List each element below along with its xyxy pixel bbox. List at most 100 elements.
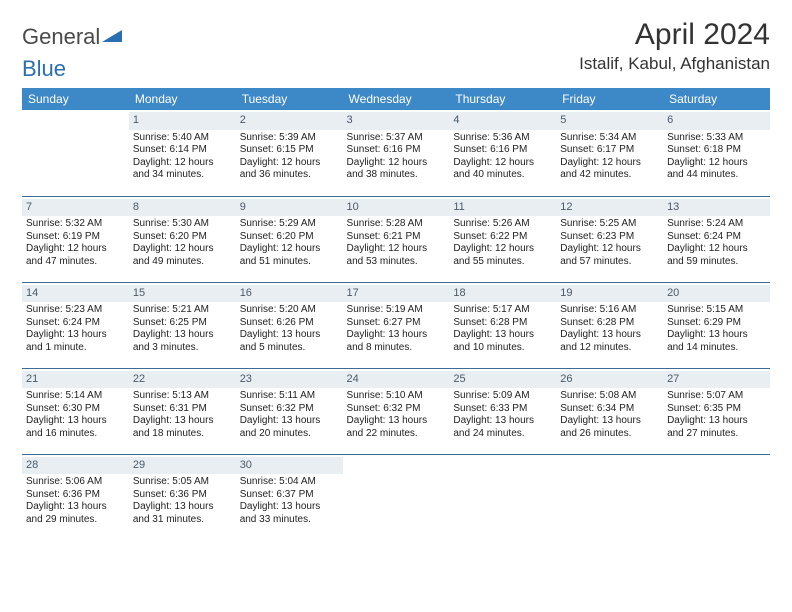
calendar-day-cell: 7Sunrise: 5:32 AMSunset: 6:19 PMDaylight… [22, 196, 129, 282]
calendar-page: General April 2024 Istalif, Kabul, Afgha… [0, 0, 792, 540]
calendar-day-cell: 20Sunrise: 5:15 AMSunset: 6:29 PMDayligh… [663, 282, 770, 368]
logo: General [22, 18, 124, 50]
month-title: April 2024 [579, 18, 770, 52]
day-info-line: and 34 minutes. [133, 169, 232, 182]
day-info: Sunrise: 5:06 AMSunset: 6:36 PMDaylight:… [26, 476, 125, 526]
day-info-line: Daylight: 13 hours [26, 329, 125, 342]
day-number: 25 [449, 371, 556, 389]
day-info-line: Sunrise: 5:08 AM [560, 390, 659, 403]
day-info-line: Daylight: 12 hours [347, 157, 446, 170]
day-info-line: Sunrise: 5:16 AM [560, 304, 659, 317]
day-info-line: Daylight: 12 hours [667, 243, 766, 256]
day-info: Sunrise: 5:28 AMSunset: 6:21 PMDaylight:… [347, 218, 446, 268]
day-info-line: Sunrise: 5:30 AM [133, 218, 232, 231]
day-info-line: Daylight: 13 hours [133, 501, 232, 514]
day-info-line: Sunrise: 5:26 AM [453, 218, 552, 231]
day-number: 3 [343, 112, 450, 130]
day-info-line: Sunset: 6:14 PM [133, 144, 232, 157]
calendar-day-cell: 6Sunrise: 5:33 AMSunset: 6:18 PMDaylight… [663, 110, 770, 196]
day-info-line: Daylight: 13 hours [26, 415, 125, 428]
day-info: Sunrise: 5:40 AMSunset: 6:14 PMDaylight:… [133, 132, 232, 182]
day-number: 30 [236, 457, 343, 475]
day-info-line: Sunrise: 5:28 AM [347, 218, 446, 231]
day-info: Sunrise: 5:32 AMSunset: 6:19 PMDaylight:… [26, 218, 125, 268]
calendar-day-cell: 12Sunrise: 5:25 AMSunset: 6:23 PMDayligh… [556, 196, 663, 282]
day-number: 17 [343, 285, 450, 303]
day-info-line: Sunset: 6:20 PM [133, 231, 232, 244]
calendar-week-row: 28Sunrise: 5:06 AMSunset: 6:36 PMDayligh… [22, 454, 770, 540]
logo-text-2: Blue [22, 56, 770, 82]
calendar-day-cell: 29Sunrise: 5:05 AMSunset: 6:36 PMDayligh… [129, 454, 236, 540]
weekday-header: Thursday [449, 88, 556, 110]
weekday-header: Friday [556, 88, 663, 110]
day-info-line: Sunset: 6:21 PM [347, 231, 446, 244]
day-info-line: Sunset: 6:16 PM [347, 144, 446, 157]
calendar-day-cell: 11Sunrise: 5:26 AMSunset: 6:22 PMDayligh… [449, 196, 556, 282]
day-info-line: Sunrise: 5:25 AM [560, 218, 659, 231]
day-info-line: Sunrise: 5:04 AM [240, 476, 339, 489]
weekday-header: Saturday [663, 88, 770, 110]
day-info-line: Sunrise: 5:11 AM [240, 390, 339, 403]
calendar-day-cell: 23Sunrise: 5:11 AMSunset: 6:32 PMDayligh… [236, 368, 343, 454]
weekday-header: Wednesday [343, 88, 450, 110]
day-info-line: Sunset: 6:28 PM [560, 317, 659, 330]
logo-triangle-icon [102, 24, 124, 50]
day-info: Sunrise: 5:16 AMSunset: 6:28 PMDaylight:… [560, 304, 659, 354]
day-number: 24 [343, 371, 450, 389]
day-info-line: Daylight: 13 hours [453, 415, 552, 428]
day-number: 28 [22, 457, 129, 475]
day-number: 6 [663, 112, 770, 130]
day-info-line: Sunset: 6:30 PM [26, 403, 125, 416]
day-info-line: Sunrise: 5:39 AM [240, 132, 339, 145]
day-info-line: Sunset: 6:20 PM [240, 231, 339, 244]
day-number: 26 [556, 371, 663, 389]
calendar-header-row: SundayMondayTuesdayWednesdayThursdayFrid… [22, 88, 770, 110]
logo-text-1: General [22, 24, 100, 50]
day-info-line: Daylight: 13 hours [453, 329, 552, 342]
day-number: 19 [556, 285, 663, 303]
day-number: 15 [129, 285, 236, 303]
calendar-day-cell: 18Sunrise: 5:17 AMSunset: 6:28 PMDayligh… [449, 282, 556, 368]
day-info: Sunrise: 5:26 AMSunset: 6:22 PMDaylight:… [453, 218, 552, 268]
calendar-day-cell: 14Sunrise: 5:23 AMSunset: 6:24 PMDayligh… [22, 282, 129, 368]
day-info-line: Sunrise: 5:37 AM [347, 132, 446, 145]
day-info-line: Sunset: 6:37 PM [240, 489, 339, 502]
day-info-line: and 55 minutes. [453, 256, 552, 269]
calendar-day-cell [556, 454, 663, 540]
day-info-line: Daylight: 13 hours [560, 329, 659, 342]
weekday-header: Sunday [22, 88, 129, 110]
day-info-line: and 10 minutes. [453, 342, 552, 355]
day-info-line: and 1 minute. [26, 342, 125, 355]
day-info: Sunrise: 5:37 AMSunset: 6:16 PMDaylight:… [347, 132, 446, 182]
day-info-line: Sunset: 6:25 PM [133, 317, 232, 330]
day-info: Sunrise: 5:19 AMSunset: 6:27 PMDaylight:… [347, 304, 446, 354]
calendar-day-cell: 17Sunrise: 5:19 AMSunset: 6:27 PMDayligh… [343, 282, 450, 368]
day-info: Sunrise: 5:36 AMSunset: 6:16 PMDaylight:… [453, 132, 552, 182]
day-number: 5 [556, 112, 663, 130]
calendar-day-cell: 28Sunrise: 5:06 AMSunset: 6:36 PMDayligh… [22, 454, 129, 540]
day-info-line: Sunrise: 5:33 AM [667, 132, 766, 145]
day-info-line: Daylight: 13 hours [667, 415, 766, 428]
day-info-line: and 24 minutes. [453, 428, 552, 441]
day-number: 4 [449, 112, 556, 130]
day-info-line: Sunset: 6:26 PM [240, 317, 339, 330]
day-info-line: Daylight: 13 hours [133, 415, 232, 428]
calendar-day-cell: 24Sunrise: 5:10 AMSunset: 6:32 PMDayligh… [343, 368, 450, 454]
day-info-line: Sunset: 6:27 PM [347, 317, 446, 330]
day-info-line: and 57 minutes. [560, 256, 659, 269]
day-info-line: and 36 minutes. [240, 169, 339, 182]
day-info-line: Sunrise: 5:19 AM [347, 304, 446, 317]
day-info-line: Sunset: 6:22 PM [453, 231, 552, 244]
day-info-line: and 51 minutes. [240, 256, 339, 269]
day-info-line: and 38 minutes. [347, 169, 446, 182]
day-info-line: Daylight: 13 hours [240, 501, 339, 514]
day-info-line: and 53 minutes. [347, 256, 446, 269]
day-info: Sunrise: 5:04 AMSunset: 6:37 PMDaylight:… [240, 476, 339, 526]
day-info-line: and 5 minutes. [240, 342, 339, 355]
day-number: 13 [663, 199, 770, 217]
day-info-line: Sunrise: 5:34 AM [560, 132, 659, 145]
day-info-line: and 16 minutes. [26, 428, 125, 441]
day-info: Sunrise: 5:09 AMSunset: 6:33 PMDaylight:… [453, 390, 552, 440]
day-info-line: Daylight: 12 hours [133, 243, 232, 256]
day-info-line: Sunrise: 5:36 AM [453, 132, 552, 145]
